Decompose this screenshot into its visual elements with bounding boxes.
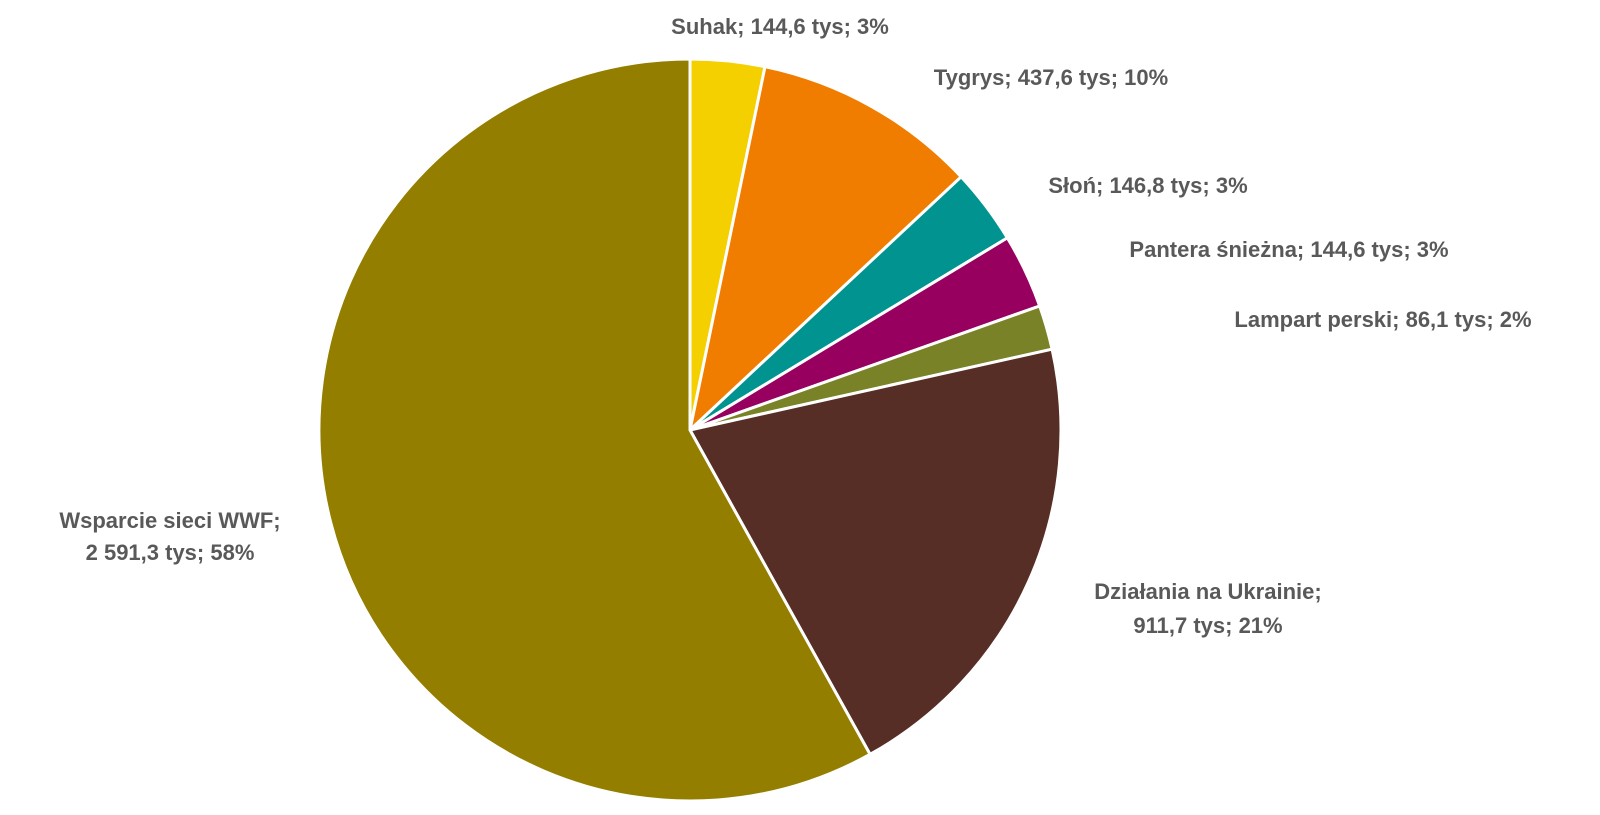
data-label-6-name: Wsparcie sieci WWF;	[59, 508, 280, 533]
data-label-2: Słoń; 146,8 tys; 3%	[1048, 173, 1247, 198]
pie-slice-5	[688, 347, 1063, 756]
data-label-0: Suhak; 144,6 tys; 3%	[671, 14, 889, 39]
data-label-5: Działania na Ukrainie; 911,7 tys; 21%	[1094, 579, 1321, 638]
data-label-6: Wsparcie sieci WWF; 2 591,3 tys; 58%	[59, 508, 280, 565]
data-labels: Suhak; 144,6 tys; 3% Tygrys; 437,6 tys; 1…	[59, 14, 1531, 638]
data-label-4: Lampart perski; 86,1 tys; 2%	[1234, 307, 1531, 332]
data-label-3: Pantera śnieżna; 144,6 tys; 3%	[1129, 237, 1448, 262]
pie-slice-6	[317, 57, 872, 803]
data-label-5-name: Działania na Ukrainie;	[1094, 579, 1321, 604]
data-label-6-value: 2 591,3 tys; 58%	[86, 540, 255, 565]
pie-slices	[317, 57, 1063, 803]
data-label-1: Tygrys; 437,6 tys; 10%	[934, 65, 1168, 90]
pie-slice-1	[688, 65, 963, 432]
data-label-5-value: 911,7 tys; 21%	[1133, 613, 1282, 638]
